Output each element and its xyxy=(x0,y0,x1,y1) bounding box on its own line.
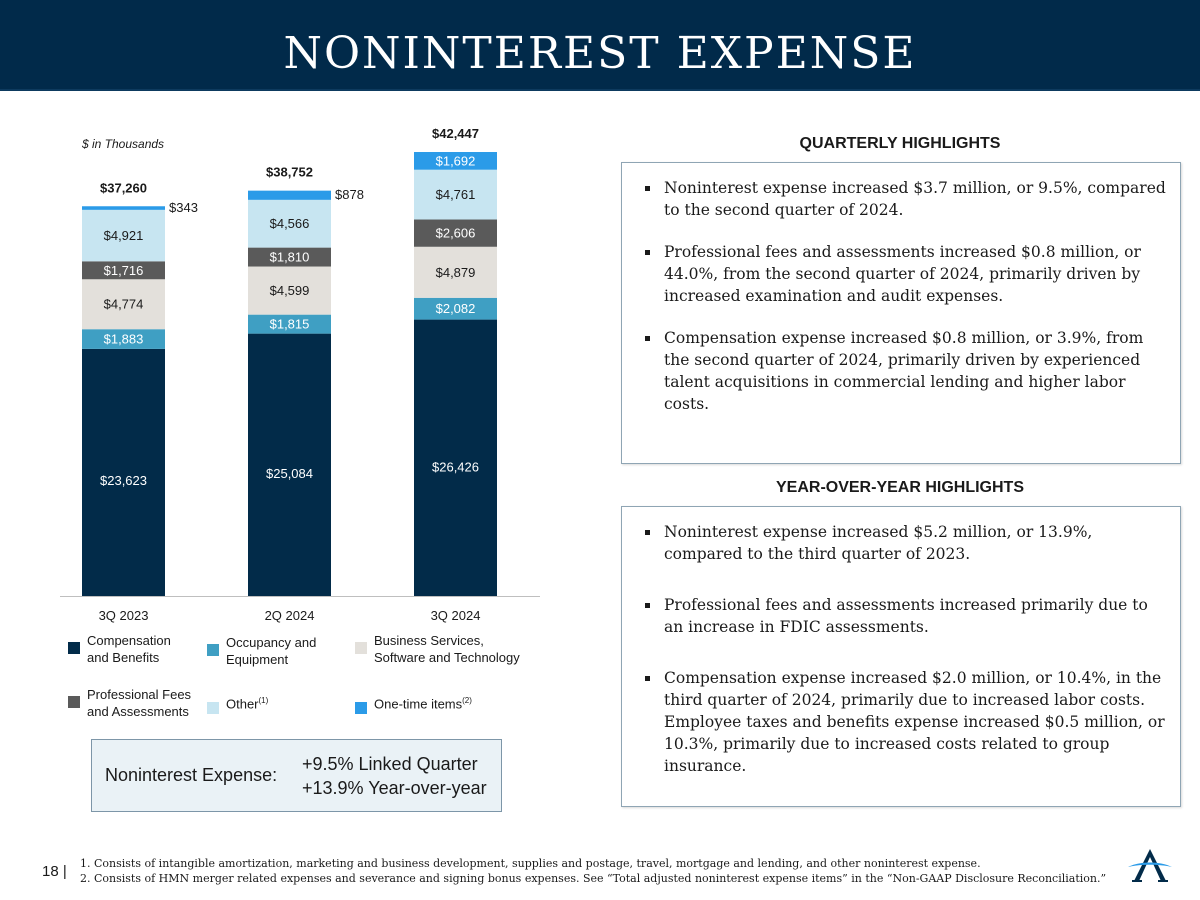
summary-box: Noninterest Expense: +9.5% Linked Quarte… xyxy=(91,739,502,812)
yoy-heading: YEAR-OVER-YEAR HIGHLIGHTS xyxy=(775,479,1024,496)
legend-swatch xyxy=(355,702,367,714)
quarterly-heading: QUARTERLY HIGHLIGHTS xyxy=(799,135,1001,152)
bar-segment xyxy=(82,348,165,596)
data-label: $878 xyxy=(335,187,364,202)
legend-swatch xyxy=(68,642,80,654)
data-label: $25,084 xyxy=(266,466,313,481)
summary-linked-quarter: +9.5% Linked Quarter xyxy=(302,754,478,774)
legend-swatch xyxy=(207,702,219,714)
x-tick-label: 2Q 2024 xyxy=(265,608,315,623)
footnote-1: 1. Consists of intangible amortization, … xyxy=(80,857,981,870)
yoy-highlights-box: Noninterest expense increased $5.2 milli… xyxy=(621,506,1181,807)
bar-segment xyxy=(414,219,497,247)
bar-segment xyxy=(414,152,497,170)
legend-swatch xyxy=(355,642,367,654)
legend-item: One-time items(2) xyxy=(355,692,472,714)
data-label: $1,692 xyxy=(436,153,476,168)
legend-label: Other(1) xyxy=(226,696,269,712)
x-tick-label: 3Q 2024 xyxy=(431,608,481,623)
total-label: $42,447 xyxy=(432,126,479,141)
legend-label: One-time items(2) xyxy=(374,696,472,712)
legend-footnote-marker: (2) xyxy=(462,696,472,705)
quarterly-bullet-2: Professional fees and assessments increa… xyxy=(642,241,1170,307)
summary-year-over-year: +13.9% Year-over-year xyxy=(302,778,487,798)
legend-label: Professional Fees and Assessments xyxy=(87,687,192,719)
yoy-bullet-2: Professional fees and assessments increa… xyxy=(642,594,1170,638)
units-note: $ in Thousands xyxy=(82,137,165,151)
x-tick-label: 3Q 2023 xyxy=(99,608,149,623)
a-lettermark-logo-icon xyxy=(1128,849,1172,882)
stacked-bar-chart: $23,623 $1,883 $4,774 $1,716 $4,921 $343 $37,2… xyxy=(60,126,540,623)
legend-item: Business Services, Software and Technolo… xyxy=(355,632,520,666)
data-label: $2,606 xyxy=(436,226,476,241)
legend-label: Compensation and Benefits xyxy=(87,633,171,665)
data-label: $2,082 xyxy=(436,301,476,316)
legend-item: Occupancy and Equipment xyxy=(207,634,316,668)
legend-swatch xyxy=(207,644,219,656)
legend-item: Professional Fees and Assessments xyxy=(68,686,191,720)
data-label: $1,883 xyxy=(104,332,144,347)
bar-segment xyxy=(248,199,331,248)
title-bar: NONINTEREST EXPENSE xyxy=(0,0,1200,91)
bar-segment xyxy=(82,261,165,280)
bar-segment xyxy=(248,266,331,315)
bar-segment xyxy=(82,206,165,210)
quarterly-bullet-3: Compensation expense increased $0.8 mill… xyxy=(642,327,1170,415)
bar-segment xyxy=(248,333,331,596)
bar-segment xyxy=(248,247,331,267)
bar-segment xyxy=(82,329,165,349)
legend-item: Compensation and Benefits xyxy=(68,632,171,666)
quarterly-highlights-box: Noninterest expense increased $3.7 milli… xyxy=(621,162,1181,464)
data-label: $1,810 xyxy=(270,250,310,265)
bar-segment xyxy=(414,297,497,320)
bar-segment xyxy=(82,279,165,330)
data-label: $4,921 xyxy=(104,228,144,243)
data-label: $4,761 xyxy=(436,187,476,202)
footnote-2: 2. Consists of HMN merger related expens… xyxy=(80,872,1107,885)
footnotes: 1. Consists of intangible amortization, … xyxy=(80,856,1106,886)
quarterly-bullet-1: Noninterest expense increased $3.7 milli… xyxy=(642,177,1170,221)
legend-swatch xyxy=(68,696,80,708)
yoy-bullet-3: Compensation expense increased $2.0 mill… xyxy=(642,667,1170,777)
bar-segment xyxy=(248,314,331,334)
data-label: $4,566 xyxy=(270,216,310,231)
data-label: $4,599 xyxy=(270,283,310,298)
bar-segment xyxy=(414,246,497,298)
bar-segment xyxy=(414,169,497,220)
bar-segment xyxy=(82,209,165,262)
yoy-bullet-1: Noninterest expense increased $5.2 milli… xyxy=(642,521,1170,565)
page-number: 18 | xyxy=(42,863,67,880)
legend-label: Business Services, Software and Technolo… xyxy=(374,633,520,665)
data-label: $4,774 xyxy=(104,297,144,312)
data-label: $1,716 xyxy=(104,263,144,278)
page-title: NONINTEREST EXPENSE xyxy=(283,28,917,79)
total-label: $38,752 xyxy=(266,165,313,180)
legend-footnote-marker: (1) xyxy=(258,696,269,705)
data-label: $4,879 xyxy=(436,265,476,280)
data-label: $26,426 xyxy=(432,460,479,475)
bar-segment xyxy=(248,190,331,200)
data-label: $23,623 xyxy=(100,473,147,488)
data-label: $1,815 xyxy=(270,317,310,332)
summary-label: Noninterest Expense: xyxy=(105,765,278,785)
bar-segment xyxy=(414,319,497,596)
legend-item: Other(1) xyxy=(207,692,268,714)
legend-label: Occupancy and Equipment xyxy=(226,635,317,667)
total-label: $37,260 xyxy=(100,180,147,195)
data-label: $343 xyxy=(169,200,198,215)
